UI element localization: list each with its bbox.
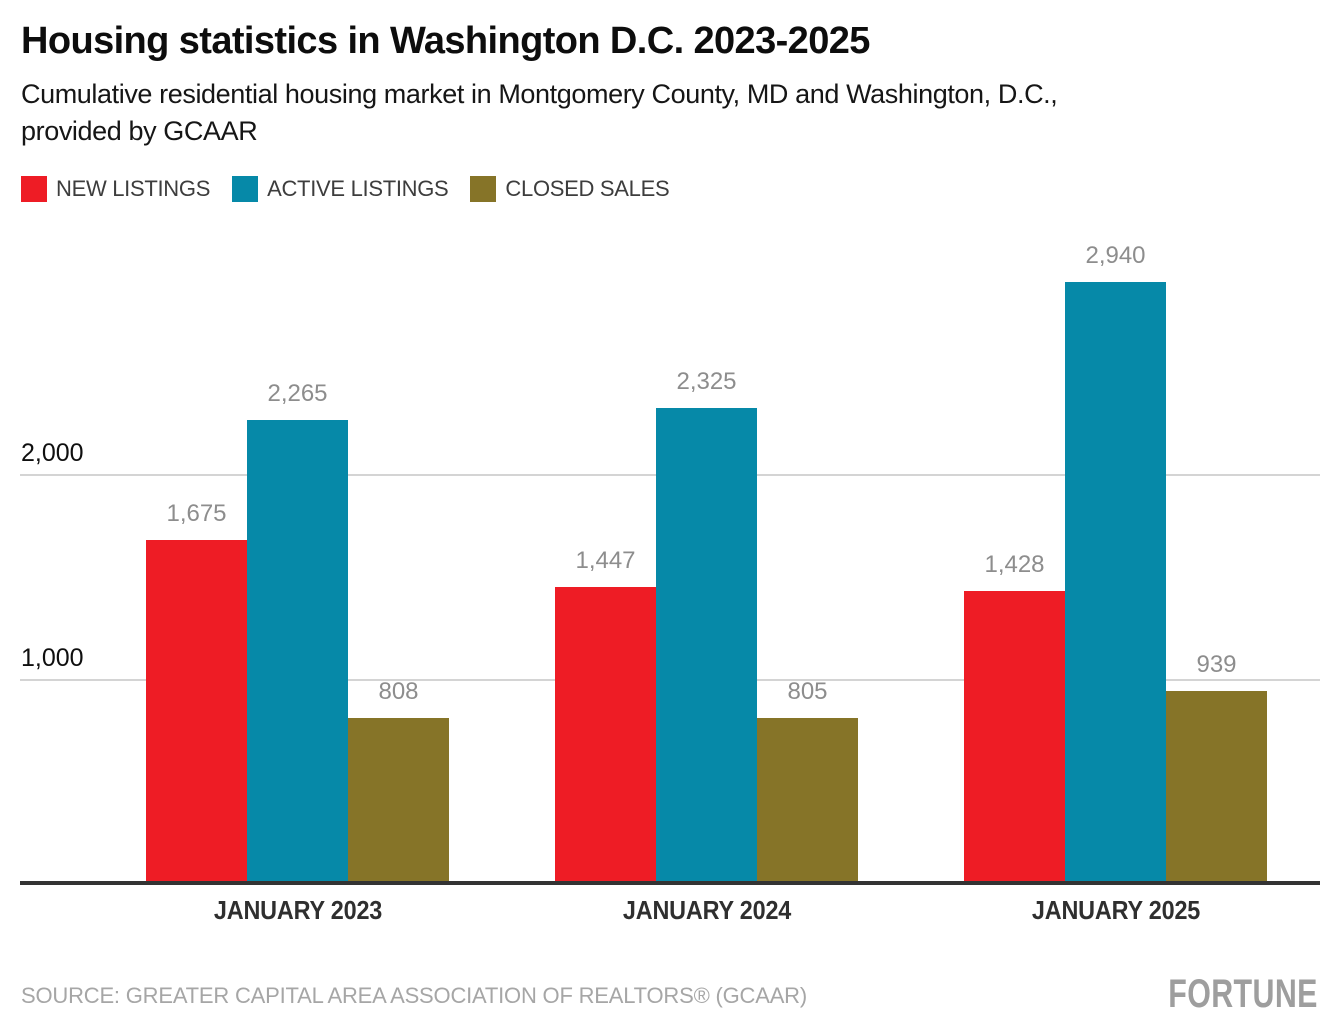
legend-item-active-listings: ACTIVE LISTINGS [232,176,449,202]
value-label: 1,675 [166,500,227,527]
fortune-logo: FORTUNE [1168,972,1318,1016]
x-axis-tick-label: JANUARY 2024 [622,895,791,925]
chart-legend: NEW LISTINGS ACTIVE LISTINGS CLOSED SALES [21,176,670,202]
value-label: 808 [378,678,419,705]
chart-subtitle-line1: Cumulative residential housing market in… [21,79,1058,109]
value-label: 2,325 [676,368,737,395]
bar-new-listings-january-2024 [555,587,656,885]
source-attribution: SOURCE: GREATER CAPITAL AREA ASSOCIATION… [21,983,807,1008]
chart-subtitle-line2: provided by GCAAR [21,116,258,146]
value-label: 805 [787,678,828,705]
y-axis-tick-label: 2,000 [21,439,84,467]
value-label: 2,265 [267,380,328,407]
bar-active-listings-january-2025 [1065,282,1166,885]
x-axis-tick-label: JANUARY 2023 [213,895,382,925]
legend-label: ACTIVE LISTINGS [267,176,449,201]
bar-active-listings-january-2024 [656,408,757,885]
x-axis-tick-label: JANUARY 2025 [1031,895,1200,925]
bar-new-listings-january-2025 [964,591,1065,885]
value-label: 939 [1196,651,1237,678]
legend-label: NEW LISTINGS [56,176,211,201]
bar-active-listings-january-2023 [247,420,348,885]
bar-closed-sales-january-2025 [1166,691,1267,885]
value-label: 1,428 [984,551,1045,578]
legend-item-new-listings: NEW LISTINGS [21,176,210,202]
y-axis-tick-label: 1,000 [21,644,84,672]
legend-swatch-icon [470,176,497,202]
legend-swatch-icon [21,176,47,202]
value-label: 2,940 [1085,242,1146,269]
legend-swatch-icon [232,176,259,202]
chart-subtitle: Cumulative residential housing market in… [21,76,1058,150]
chart-title: Housing statistics in Washington D.C. 20… [21,20,870,62]
legend-item-closed-sales: CLOSED SALES [470,176,670,202]
bar-closed-sales-january-2023 [348,718,449,885]
legend-label: CLOSED SALES [505,176,670,201]
value-label: 1,447 [575,547,636,574]
x-axis-line [20,881,1320,885]
bar-closed-sales-january-2024 [757,718,858,885]
bar-new-listings-january-2023 [146,540,247,885]
